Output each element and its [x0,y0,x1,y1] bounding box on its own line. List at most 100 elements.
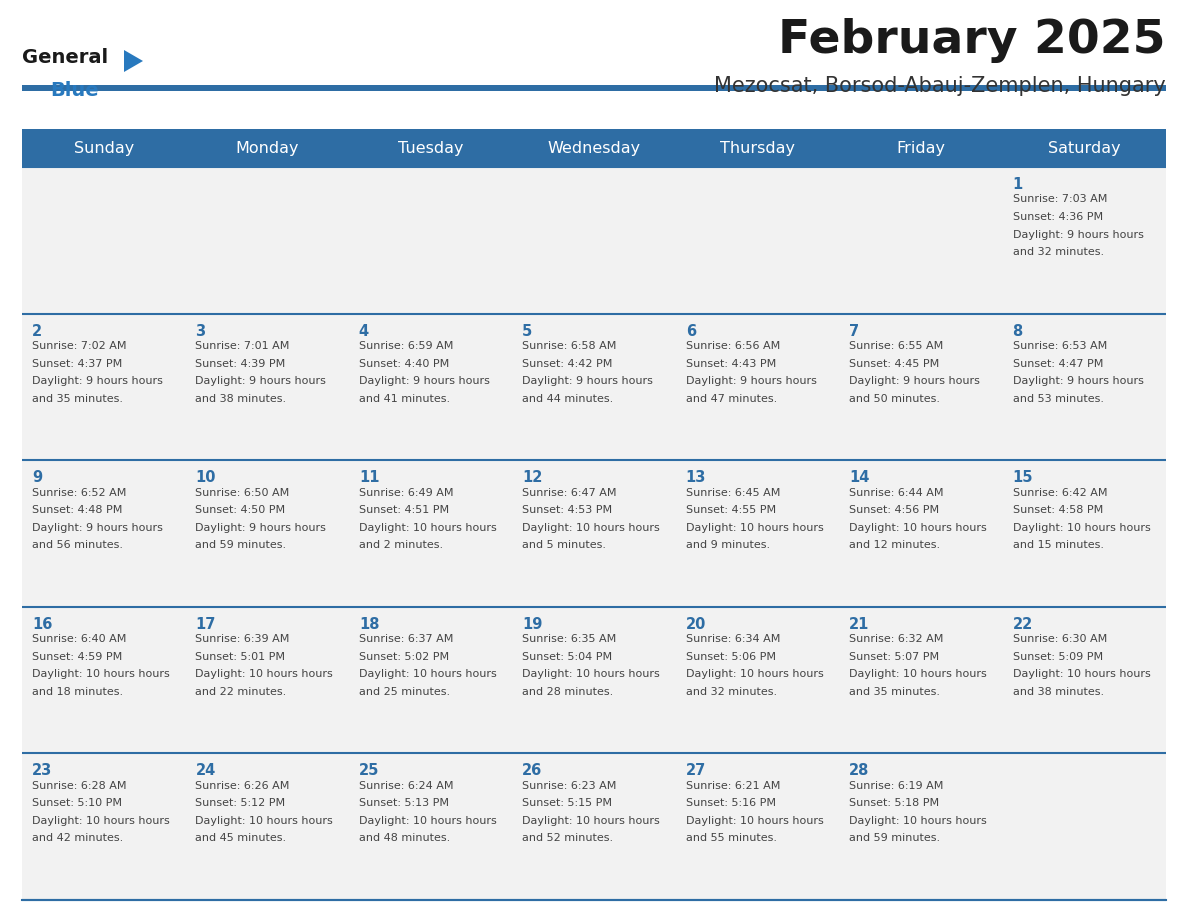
Text: and 5 minutes.: and 5 minutes. [523,540,606,550]
Text: Sunset: 4:47 PM: Sunset: 4:47 PM [1012,359,1102,369]
Text: Daylight: 10 hours hours: Daylight: 10 hours hours [1012,522,1150,532]
Text: and 59 minutes.: and 59 minutes. [196,540,286,550]
Text: Sunrise: 6:55 AM: Sunrise: 6:55 AM [849,341,943,351]
Text: and 38 minutes.: and 38 minutes. [196,394,286,404]
Text: Sunrise: 6:56 AM: Sunrise: 6:56 AM [685,341,781,351]
Text: Sunday: Sunday [74,140,134,155]
Bar [349,314,512,460]
Text: Daylight: 10 hours hours: Daylight: 10 hours hours [359,669,497,679]
Text: Daylight: 9 hours hours: Daylight: 9 hours hours [1012,230,1143,240]
Text: 8: 8 [1012,324,1023,339]
Text: 17: 17 [196,617,216,632]
Text: 22: 22 [1012,617,1032,632]
Text: Daylight: 9 hours hours: Daylight: 9 hours hours [196,522,327,532]
Text: Sunset: 5:09 PM: Sunset: 5:09 PM [1012,652,1102,662]
Text: Sunset: 5:10 PM: Sunset: 5:10 PM [32,799,122,809]
Text: Sunset: 5:06 PM: Sunset: 5:06 PM [685,652,776,662]
Text: Wednesday: Wednesday [548,140,640,155]
Text: Sunset: 4:36 PM: Sunset: 4:36 PM [1012,212,1102,222]
Text: Daylight: 9 hours hours: Daylight: 9 hours hours [685,376,816,386]
Text: Sunrise: 6:32 AM: Sunrise: 6:32 AM [849,634,943,644]
Bar [512,607,676,754]
Text: 13: 13 [685,470,706,486]
Text: Sunrise: 6:35 AM: Sunrise: 6:35 AM [523,634,617,644]
Text: Thursday: Thursday [720,140,795,155]
Text: and 41 minutes.: and 41 minutes. [359,394,450,404]
Text: Sunrise: 7:03 AM: Sunrise: 7:03 AM [1012,195,1107,205]
Bar [23,607,185,754]
Text: Sunrise: 6:40 AM: Sunrise: 6:40 AM [32,634,126,644]
Text: Sunrise: 6:39 AM: Sunrise: 6:39 AM [196,634,290,644]
Text: 1: 1 [1012,177,1023,192]
Text: 6: 6 [685,324,696,339]
Text: and 53 minutes.: and 53 minutes. [1012,394,1104,404]
Bar [676,460,839,607]
Text: 7: 7 [849,324,859,339]
Text: 10: 10 [196,470,216,486]
Text: Sunrise: 6:52 AM: Sunrise: 6:52 AM [32,487,126,498]
Bar [512,460,676,607]
Text: Sunrise: 6:21 AM: Sunrise: 6:21 AM [685,781,781,791]
Bar [349,460,512,607]
Bar [23,167,185,314]
Text: Sunset: 4:59 PM: Sunset: 4:59 PM [32,652,122,662]
Bar [23,754,185,900]
Text: Daylight: 10 hours hours: Daylight: 10 hours hours [685,816,823,826]
Text: Sunset: 4:39 PM: Sunset: 4:39 PM [196,359,285,369]
Text: Daylight: 10 hours hours: Daylight: 10 hours hours [1012,669,1150,679]
Polygon shape [124,50,143,72]
Text: Sunset: 5:02 PM: Sunset: 5:02 PM [359,652,449,662]
Bar [185,314,349,460]
Bar [1003,167,1165,314]
Bar [676,754,839,900]
Text: 14: 14 [849,470,870,486]
Text: Daylight: 10 hours hours: Daylight: 10 hours hours [849,669,987,679]
Text: Daylight: 9 hours hours: Daylight: 9 hours hours [849,376,980,386]
Text: and 45 minutes.: and 45 minutes. [196,834,286,844]
Text: Daylight: 10 hours hours: Daylight: 10 hours hours [523,669,661,679]
Text: Monday: Monday [235,140,299,155]
Text: Sunrise: 6:58 AM: Sunrise: 6:58 AM [523,341,617,351]
Text: Daylight: 10 hours hours: Daylight: 10 hours hours [196,669,333,679]
Text: Daylight: 9 hours hours: Daylight: 9 hours hours [523,376,653,386]
Text: Sunrise: 6:24 AM: Sunrise: 6:24 AM [359,781,454,791]
Text: Daylight: 10 hours hours: Daylight: 10 hours hours [523,522,661,532]
Text: 16: 16 [32,617,52,632]
Bar [1003,314,1165,460]
Text: Sunrise: 6:23 AM: Sunrise: 6:23 AM [523,781,617,791]
Text: Sunset: 4:51 PM: Sunset: 4:51 PM [359,505,449,515]
Text: and 2 minutes.: and 2 minutes. [359,540,443,550]
Bar [23,314,185,460]
Text: and 22 minutes.: and 22 minutes. [196,687,286,697]
Text: 18: 18 [359,617,379,632]
Text: Sunset: 5:01 PM: Sunset: 5:01 PM [196,652,285,662]
Bar [185,167,349,314]
Text: 15: 15 [1012,470,1034,486]
Text: 23: 23 [32,764,52,778]
Bar [1003,607,1165,754]
Text: Sunrise: 6:50 AM: Sunrise: 6:50 AM [196,487,290,498]
Text: Sunrise: 6:30 AM: Sunrise: 6:30 AM [1012,634,1107,644]
Text: 3: 3 [196,324,206,339]
Bar [839,460,1003,607]
Text: and 47 minutes.: and 47 minutes. [685,394,777,404]
Text: 9: 9 [32,470,42,486]
Text: Sunrise: 6:47 AM: Sunrise: 6:47 AM [523,487,617,498]
Text: Sunset: 4:56 PM: Sunset: 4:56 PM [849,505,940,515]
Bar [349,607,512,754]
Text: Sunrise: 6:19 AM: Sunrise: 6:19 AM [849,781,943,791]
Text: and 44 minutes.: and 44 minutes. [523,394,613,404]
Text: February 2025: February 2025 [778,18,1165,63]
Bar [839,607,1003,754]
Text: Sunrise: 6:59 AM: Sunrise: 6:59 AM [359,341,454,351]
Text: and 59 minutes.: and 59 minutes. [849,834,940,844]
Text: Daylight: 9 hours hours: Daylight: 9 hours hours [1012,376,1143,386]
Text: Friday: Friday [897,140,946,155]
Text: Sunset: 4:53 PM: Sunset: 4:53 PM [523,505,612,515]
Text: Sunrise: 7:01 AM: Sunrise: 7:01 AM [196,341,290,351]
Text: 28: 28 [849,764,870,778]
Text: and 56 minutes.: and 56 minutes. [32,540,124,550]
Text: Sunset: 5:13 PM: Sunset: 5:13 PM [359,799,449,809]
Text: Sunset: 5:12 PM: Sunset: 5:12 PM [196,799,285,809]
Text: Sunrise: 6:53 AM: Sunrise: 6:53 AM [1012,341,1107,351]
